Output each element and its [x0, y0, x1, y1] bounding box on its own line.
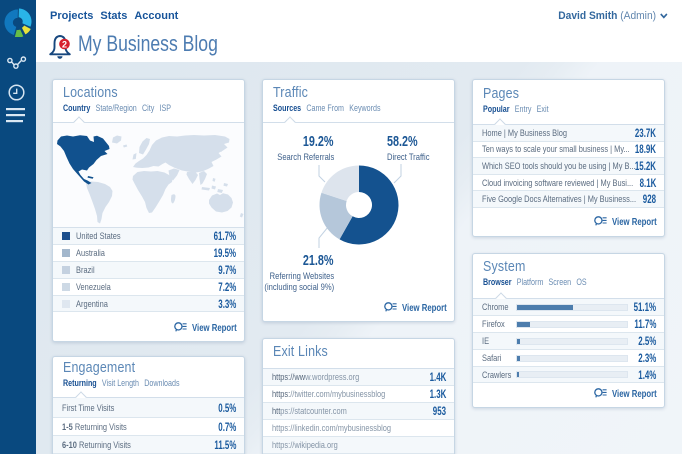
svg-text:2: 2	[62, 39, 67, 49]
